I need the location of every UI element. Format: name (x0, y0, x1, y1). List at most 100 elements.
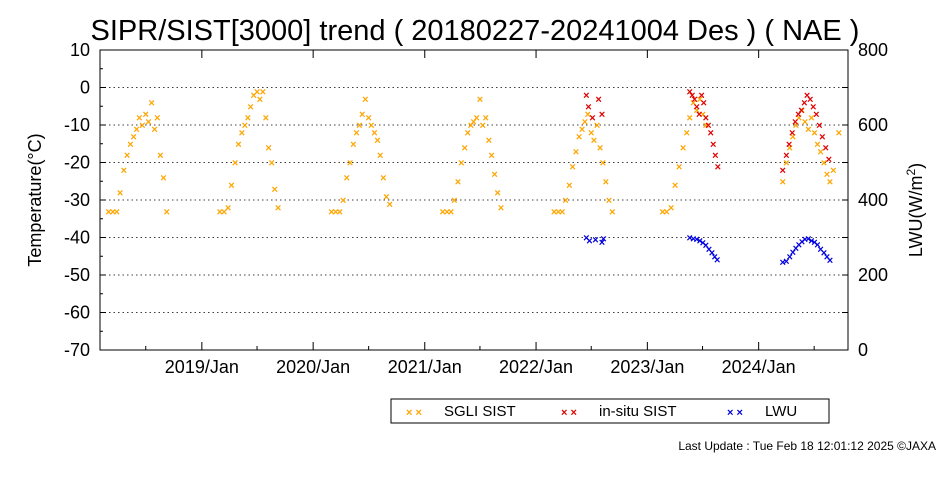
series-point: × (805, 233, 811, 245)
series-point: × (483, 113, 489, 125)
series-point: × (117, 188, 123, 200)
y-tick-label: -60 (64, 303, 90, 323)
series-point: × (683, 128, 689, 140)
series-point: × (143, 109, 149, 121)
series-point: × (830, 165, 836, 177)
series-point: × (386, 199, 392, 211)
series-point: × (599, 109, 605, 121)
y-tick-label: -40 (64, 228, 90, 248)
series-point: × (793, 120, 799, 132)
series-point: × (659, 206, 665, 218)
series-point: × (377, 150, 383, 162)
series-point: × (694, 105, 700, 117)
series-point: × (157, 150, 163, 162)
series-point: × (789, 128, 795, 140)
series-point: × (486, 135, 492, 147)
series-point: × (458, 158, 464, 170)
series-point: × (362, 94, 368, 106)
series-point: × (340, 195, 346, 207)
series-point: × (780, 257, 786, 269)
series-point: × (703, 113, 709, 125)
series-point: × (272, 184, 278, 196)
series-point: × (468, 120, 474, 132)
series-point: × (374, 135, 380, 147)
series-point: × (793, 243, 799, 255)
series-point: × (796, 113, 802, 125)
series-point: × (594, 120, 600, 132)
series-point: × (380, 173, 386, 185)
series-point: × (336, 206, 342, 218)
series-point: × (700, 109, 706, 121)
series-point: × (790, 247, 796, 259)
series-point: × (697, 94, 703, 106)
series-point: × (811, 237, 817, 249)
series-point: × (705, 120, 711, 132)
series-point: × (819, 131, 825, 143)
series-point: × (710, 139, 716, 151)
series-point: × (609, 206, 615, 218)
series-point: × (811, 128, 817, 140)
series-point: × (591, 135, 597, 147)
series-point: × (265, 143, 271, 155)
series-point: × (356, 120, 362, 132)
series-point: × (712, 150, 718, 162)
series-point: × (332, 206, 338, 218)
series-point: × (576, 131, 582, 143)
series-point: × (783, 150, 789, 162)
series-point: × (555, 206, 561, 218)
series-point: × (136, 113, 142, 125)
series-point: × (151, 124, 157, 136)
series-point: × (444, 206, 450, 218)
y-tick-label: -50 (64, 265, 90, 285)
series-point: × (347, 158, 353, 170)
y2-tick-label: 800 (858, 40, 888, 60)
series-point: × (491, 169, 497, 181)
series-point: × (783, 158, 789, 170)
series-point: × (824, 251, 830, 263)
series-point: × (562, 195, 568, 207)
series-point: × (566, 180, 572, 192)
series-point: × (275, 203, 281, 215)
series-point: × (824, 169, 830, 181)
series-point: × (703, 240, 709, 252)
series-point: × (709, 248, 715, 260)
series-point: × (242, 120, 248, 132)
series-point: × (250, 90, 256, 102)
series-point: × (808, 113, 814, 125)
series-point: × (239, 128, 245, 140)
series-point: × (353, 128, 359, 140)
series-point: × (672, 180, 678, 192)
series-point: × (783, 256, 789, 268)
series-point: × (232, 158, 238, 170)
series-point: × (708, 128, 714, 140)
series-point: × (451, 195, 457, 207)
y-axis-label: Temperature(°C) (25, 133, 45, 266)
series-point: × (585, 109, 591, 121)
series-point: × (690, 233, 696, 245)
series-point: × (228, 180, 234, 192)
x-tick-label: 2024/Jan (722, 357, 796, 377)
y-tick-label: -10 (64, 115, 90, 135)
series-point: × (473, 113, 479, 125)
series-point: × (479, 120, 485, 132)
series-point: × (813, 109, 819, 121)
series-point: × (689, 90, 695, 102)
series-point: × (448, 206, 454, 218)
x-axis: 2019/Jan 2020/Jan 2021/Jan 2022/Jan 2023/Jan… (145, 50, 815, 377)
series-point: × (257, 94, 263, 106)
series-point: × (263, 113, 269, 125)
series-point: × (461, 143, 467, 155)
series-point: × (792, 116, 798, 128)
series-point: × (583, 233, 589, 245)
series-point: × (368, 120, 374, 132)
series-point: × (714, 254, 720, 266)
series-point: × (703, 120, 709, 132)
series-point: × (221, 206, 227, 218)
series-point: × (790, 131, 796, 143)
series-point: × (573, 146, 579, 158)
series-point: × (780, 176, 786, 188)
series-point: × (807, 94, 813, 106)
y2-axis-label: LWU(W/m2) (904, 163, 926, 257)
y2-tick-label: 0 (858, 340, 868, 360)
